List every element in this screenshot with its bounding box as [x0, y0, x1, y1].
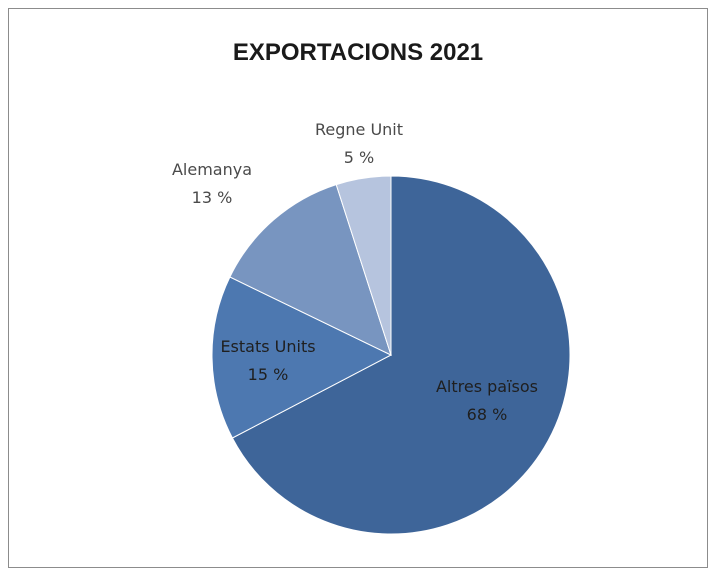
pie-slice-regne-unit [335, 175, 392, 356]
slice-value-label: 15 % [248, 365, 289, 384]
pie-slice-estats-units [211, 276, 393, 439]
slice-label: Regne Unit [315, 120, 403, 139]
chart-title: EXPORTACIONS 2021 [232, 39, 484, 66]
pie-slice-alemanya [229, 183, 392, 356]
slice-value-label: 68 % [467, 405, 508, 424]
slice-label: Altres països [436, 377, 538, 396]
pie-chart: Altres països 68 % Estats Units 15 % Alemany… [172, 120, 571, 535]
slice-value-label: 5 % [344, 148, 374, 167]
pie-slice-altres-pa-sos [231, 175, 571, 535]
slice-value-label: 13 % [192, 188, 233, 207]
slice-label: Alemanya [172, 160, 252, 179]
slice-label: Estats Units [220, 337, 315, 356]
